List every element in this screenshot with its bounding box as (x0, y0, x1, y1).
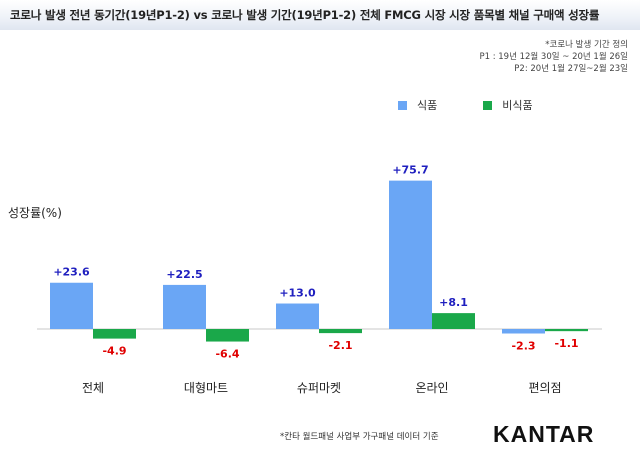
data-label-nonfood-3: +8.1 (439, 296, 468, 309)
data-label-food-2: +13.0 (279, 287, 316, 300)
data-label-food-1: +22.5 (166, 268, 202, 281)
bar-food-4 (502, 329, 545, 334)
data-label-food-3: +75.7 (392, 164, 428, 177)
legend-item-nonfood: 비식품 (483, 97, 533, 113)
data-label-food-0: +23.6 (53, 266, 90, 279)
category-label-2: 슈퍼마켓 (297, 381, 341, 395)
y-axis-label: 성장률(%) (8, 206, 62, 220)
data-label-nonfood-4: -1.1 (554, 337, 578, 350)
note-line-2: P1 : 19년 12월 30일 ~ 20년 1월 26일 (479, 52, 628, 62)
data-label-nonfood-1: -6.4 (215, 348, 239, 361)
category-label-4: 편의점 (528, 381, 561, 395)
note-line-3: P2: 20년 1월 27일~2월 23일 (514, 64, 628, 74)
legend-item-food: 식품 (398, 97, 437, 113)
period-definition-note: *코로나 발생 기간 정의 P1 : 19년 12월 30일 ~ 20년 1월 … (479, 39, 628, 75)
bar-food-3 (389, 180, 432, 329)
category-label-0: 전체 (82, 381, 104, 395)
bar-nonfood-1 (206, 329, 249, 342)
bar-nonfood-2 (319, 329, 362, 334)
bar-food-0 (50, 282, 93, 329)
category-label-1: 대형마트 (184, 381, 228, 395)
bar-nonfood-3 (432, 313, 475, 329)
data-label-food-4: -2.3 (511, 340, 535, 353)
legend-label-nonfood: 비식품 (502, 99, 533, 112)
kantar-logo: KANTAR (493, 421, 595, 447)
title-bar: 코로나 발생 전년 동기간(19년P1-2) vs 코로나 발생 기간(19년P… (0, 0, 640, 30)
bar-nonfood-4 (545, 329, 588, 332)
category-label-3: 온라인 (415, 381, 448, 395)
bar-food-2 (276, 303, 319, 329)
footer-source-note: *칸타 월드패널 사업부 가구패널 데이터 기준 (280, 432, 439, 442)
bar-food-1 (163, 284, 206, 329)
legend-label-food: 식품 (417, 99, 438, 112)
data-label-nonfood-2: -2.1 (328, 339, 352, 352)
legend: 식품 비식품 (398, 97, 579, 113)
note-line-1: *코로나 발생 기간 정의 (545, 40, 628, 50)
bar-nonfood-0 (93, 329, 136, 339)
legend-swatch-food (398, 100, 407, 110)
legend-swatch-nonfood (483, 100, 493, 110)
chart-title: 코로나 발생 전년 동기간(19년P1-2) vs 코로나 발생 기간(19년P… (10, 8, 600, 22)
data-label-nonfood-0: -4.9 (102, 345, 126, 358)
